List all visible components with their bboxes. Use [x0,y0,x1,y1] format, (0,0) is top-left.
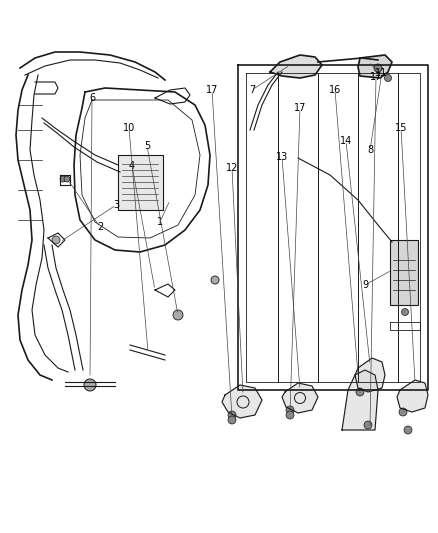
Circle shape [364,421,372,429]
Text: 12: 12 [226,163,238,173]
Bar [390,240,418,305]
Polygon shape [358,55,392,78]
Text: 17: 17 [294,103,306,113]
Text: 1: 1 [157,217,163,227]
Text: 15: 15 [395,123,407,133]
Circle shape [286,406,294,414]
Circle shape [374,64,382,72]
Polygon shape [282,383,318,413]
Text: 9: 9 [362,280,368,290]
Circle shape [402,309,409,316]
Circle shape [64,176,70,182]
Polygon shape [355,358,385,392]
Text: 13: 13 [276,152,288,162]
Polygon shape [222,385,262,418]
Text: 17: 17 [370,72,382,82]
Polygon shape [397,380,428,412]
Text: 10: 10 [123,123,135,133]
Circle shape [399,408,407,416]
Circle shape [286,411,294,419]
Polygon shape [270,55,322,78]
Circle shape [211,276,219,284]
Circle shape [228,411,236,419]
Bar [118,155,163,210]
Polygon shape [342,370,378,430]
Circle shape [404,426,412,434]
Text: 11: 11 [375,68,387,78]
Text: 2: 2 [97,222,103,232]
Circle shape [60,176,66,182]
Text: 16: 16 [329,85,341,95]
Circle shape [356,388,364,396]
Text: 5: 5 [144,141,150,151]
Text: 14: 14 [340,136,352,146]
Text: 6: 6 [89,93,95,103]
Text: 3: 3 [113,200,119,210]
Circle shape [228,416,236,424]
Text: 17: 17 [206,85,218,95]
Circle shape [173,310,183,320]
Text: 8: 8 [367,145,373,155]
Circle shape [52,236,60,244]
Circle shape [84,379,96,391]
Text: 7: 7 [249,85,255,95]
Circle shape [385,75,392,82]
Text: 4: 4 [129,161,135,171]
